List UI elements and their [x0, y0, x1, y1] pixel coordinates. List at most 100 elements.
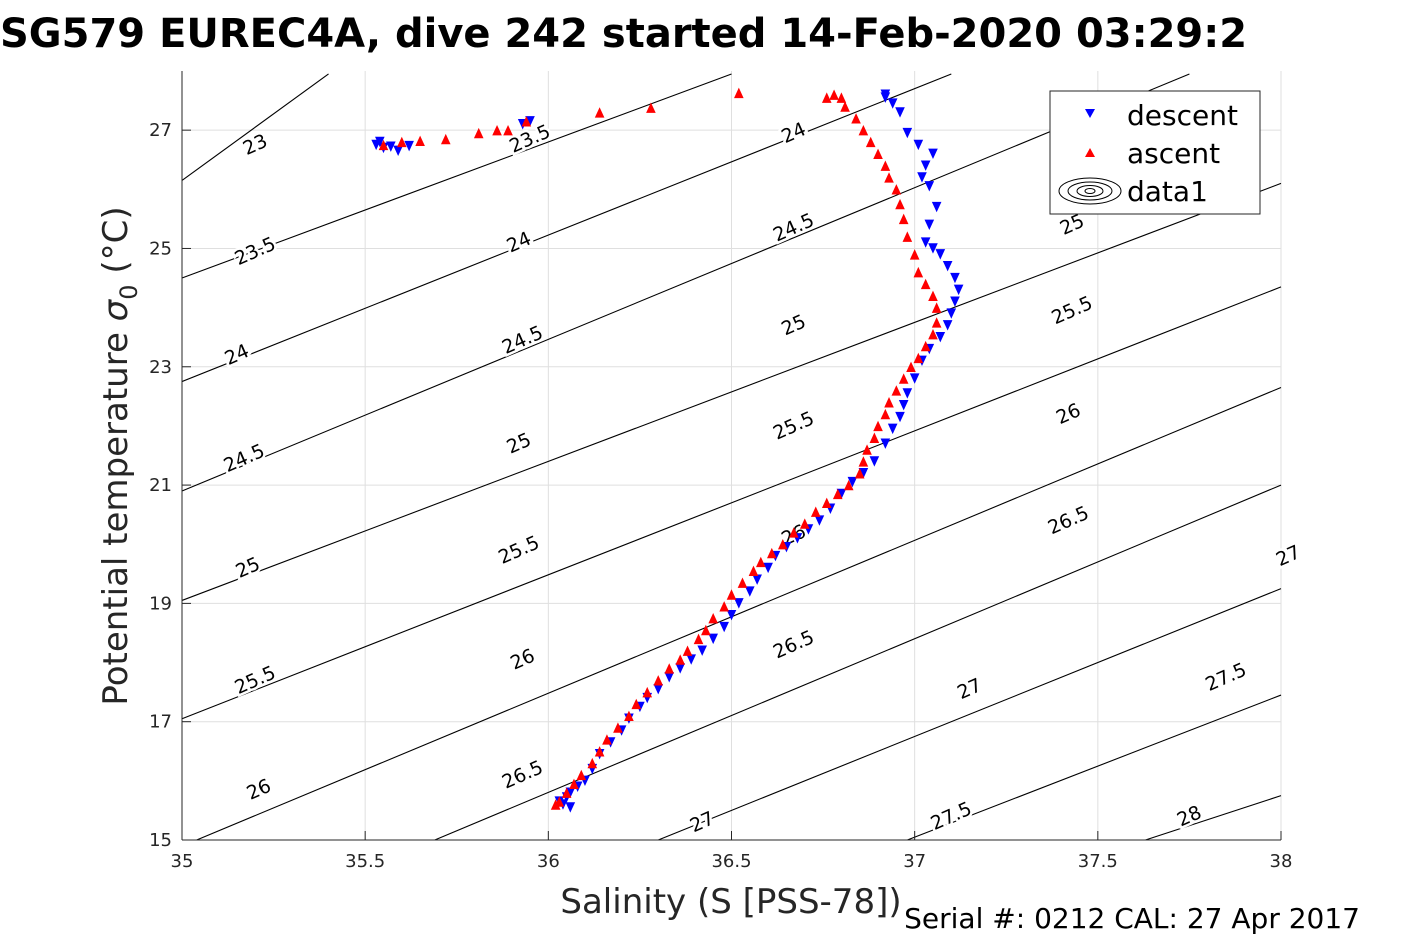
ascent-point — [865, 136, 876, 148]
descent-point — [887, 98, 898, 109]
isopycnal-line — [181, 73, 1190, 492]
ascent-point — [898, 373, 909, 384]
ascent-point — [719, 601, 729, 612]
ascent-point — [756, 556, 766, 568]
descent-point — [928, 243, 938, 254]
descent-point — [847, 476, 858, 488]
legend: descent ascent data1 — [1049, 90, 1261, 215]
descent-point — [565, 787, 576, 798]
isopycnal-line — [1145, 795, 1282, 841]
legend-descent-marker — [1085, 109, 1095, 118]
ascent-point — [440, 133, 451, 145]
ascent-point — [726, 589, 737, 600]
isopycnal-line — [181, 73, 329, 181]
descent-point — [950, 296, 960, 307]
x-axis-label: Salinity (S [PSS-78]) — [560, 882, 901, 922]
ascent-point — [492, 124, 502, 136]
descent-point — [726, 610, 737, 621]
ascent-point — [836, 92, 847, 103]
ascent-point — [397, 136, 407, 148]
ascent-point — [829, 89, 839, 100]
descent-point — [895, 107, 905, 118]
descent-point — [763, 562, 773, 574]
ascent-point — [576, 769, 587, 781]
ascent-point — [521, 116, 532, 127]
descent-point — [942, 261, 953, 272]
descent-point — [404, 140, 414, 152]
ascent-point — [594, 746, 605, 757]
ascent-point — [766, 547, 777, 559]
y-tick-label: 27 — [149, 120, 172, 141]
descent-point — [675, 663, 686, 674]
isopycnal-line — [658, 588, 1282, 841]
ascent-point — [902, 231, 913, 242]
ascent-point — [891, 385, 902, 396]
legend-descent-label: descent — [1127, 99, 1238, 132]
isopycnal-contours — [181, 73, 1282, 841]
ascent-point — [734, 87, 744, 99]
ascent-point — [613, 722, 623, 733]
ascent-point — [777, 539, 788, 550]
ascent-point — [602, 734, 612, 745]
descent-point — [880, 89, 891, 100]
descent-point — [895, 411, 905, 423]
ascent-point — [913, 352, 924, 364]
ascent-point — [378, 139, 389, 151]
descent-point — [950, 272, 960, 284]
ascent-point — [799, 518, 810, 529]
descent-point — [928, 148, 938, 160]
y-axis-label-symbol: σ — [96, 298, 136, 321]
ascent-point — [748, 565, 759, 577]
y-tick-labels: 15 17 19 21 23 25 27 — [149, 120, 172, 851]
x-tick-labels: 35 35.5 36 36.5 37 37.5 38 — [171, 851, 1293, 872]
ascent-point — [642, 686, 653, 698]
descent-point — [752, 574, 762, 585]
ascent-point — [928, 329, 938, 340]
ascent-point — [843, 479, 854, 491]
ascent-point — [854, 468, 865, 479]
descent-point — [686, 654, 697, 665]
ascent-point — [594, 107, 605, 118]
ascent-point — [821, 497, 832, 509]
ascent-point — [788, 527, 799, 538]
isopycnal-line — [434, 484, 1282, 841]
descent-point — [953, 284, 964, 296]
descent-point — [814, 515, 825, 526]
ascent-point — [624, 710, 634, 721]
y-tick-label: 17 — [149, 712, 172, 733]
ascent-point — [708, 612, 718, 624]
ascent-point — [873, 148, 883, 160]
descent-point — [386, 141, 396, 152]
y-axis-label: Potential temperature σ0 (°C) — [96, 206, 143, 705]
ascent-point — [646, 102, 656, 113]
x-tick-label: 37 — [903, 851, 926, 872]
descent-point — [942, 320, 953, 331]
ascent-point — [569, 778, 579, 790]
legend-contour-icon — [1058, 177, 1122, 205]
legend-ascent-marker — [1085, 148, 1095, 157]
descent-point — [902, 388, 913, 399]
descent-point — [946, 308, 957, 319]
descent-point — [913, 139, 924, 151]
ascent-point — [858, 124, 869, 136]
ascent-point — [587, 757, 598, 769]
descent-point — [375, 136, 385, 148]
isopycnal-line — [181, 73, 952, 383]
isopycnal-line — [196, 386, 1282, 841]
ascent-point — [653, 675, 664, 686]
ascent-point — [415, 135, 425, 147]
ascent-point — [880, 408, 891, 420]
ascent-point — [832, 488, 843, 500]
ascent-point — [909, 249, 920, 260]
ascent-point — [554, 796, 565, 807]
ascent-point — [682, 645, 693, 656]
y-tick-label: 25 — [149, 238, 172, 259]
ascent-point — [664, 663, 675, 674]
ascent-point — [851, 113, 861, 124]
ascent-point — [737, 577, 748, 588]
ascent-point — [928, 290, 938, 301]
ascent-point — [931, 317, 942, 328]
descent-point — [924, 181, 935, 192]
axes — [181, 71, 1282, 841]
descent-point — [931, 201, 942, 213]
